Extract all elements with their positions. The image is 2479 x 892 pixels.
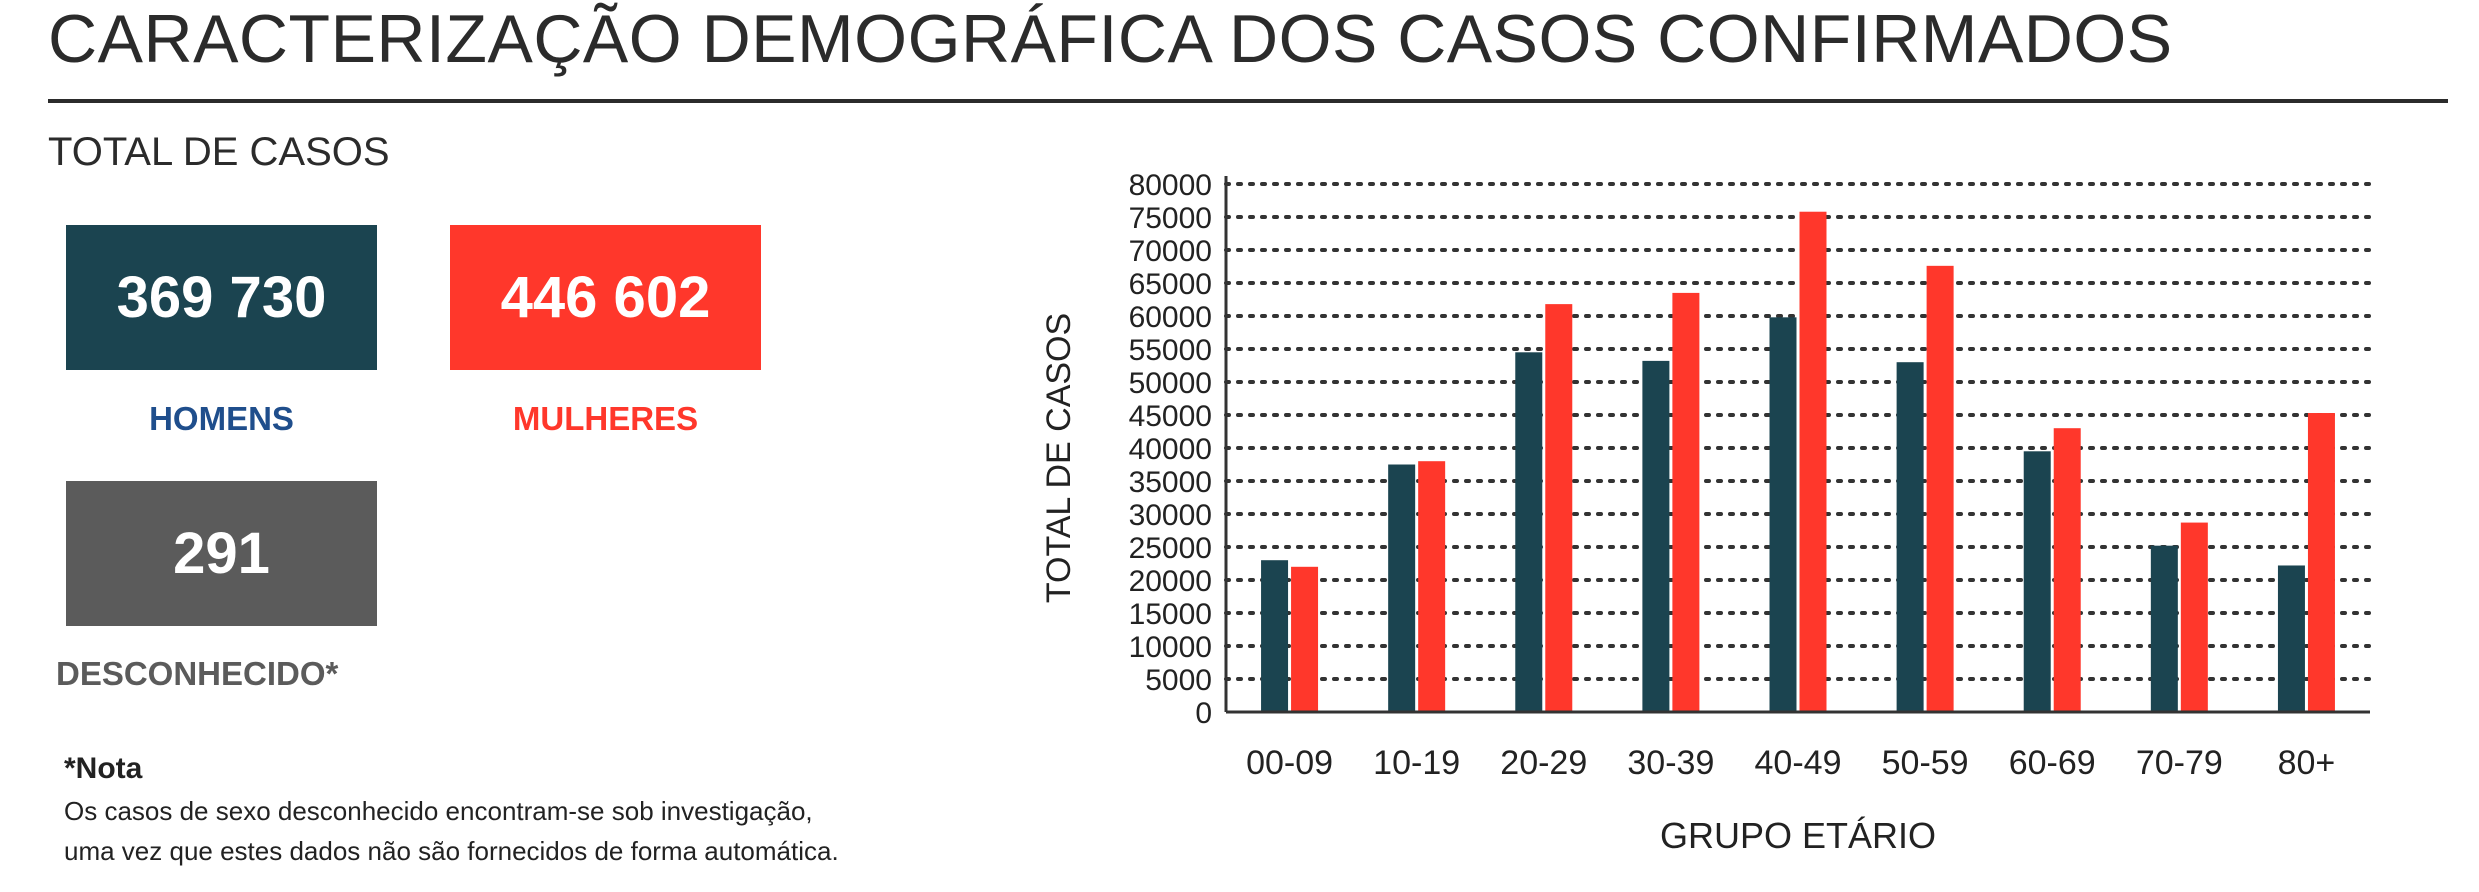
x-tick-label: 40-49 bbox=[1755, 744, 1842, 782]
x-tick-label: 80+ bbox=[2278, 744, 2336, 782]
totals-heading: TOTAL DE CASOS bbox=[48, 130, 390, 174]
bar-men bbox=[2023, 451, 2051, 712]
y-tick-label: 65000 bbox=[1129, 268, 1212, 301]
y-tick-label: 10000 bbox=[1129, 631, 1212, 664]
y-tick-label: 15000 bbox=[1129, 598, 1212, 631]
bar-men bbox=[1261, 560, 1289, 712]
y-tick-label: 0 bbox=[1195, 697, 1212, 730]
bar-men bbox=[1642, 360, 1670, 712]
y-tick-label: 5000 bbox=[1145, 664, 1212, 697]
y-tick-label: 50000 bbox=[1129, 367, 1212, 400]
bar-women bbox=[1291, 566, 1319, 712]
note-line-2: uma vez que estes dados não são fornecid… bbox=[64, 836, 839, 866]
men-total-value: 369 730 bbox=[116, 265, 327, 330]
y-axis-ticks: 0500010000150002000025000300003500040000… bbox=[1129, 169, 1212, 730]
y-tick-label: 25000 bbox=[1129, 532, 1212, 565]
men-total-card: 369 730 bbox=[66, 225, 377, 370]
bar-women bbox=[2180, 522, 2208, 712]
bar-men bbox=[1388, 464, 1416, 712]
bar-women bbox=[1672, 292, 1700, 712]
y-axis-title: TOTAL DE CASOS bbox=[1040, 313, 1078, 603]
note-line-1: Os casos de sexo desconhecido encontram-… bbox=[64, 796, 813, 826]
y-tick-label: 55000 bbox=[1129, 334, 1212, 367]
x-tick-label: 50-59 bbox=[1882, 744, 1969, 782]
y-tick-label: 30000 bbox=[1129, 499, 1212, 532]
bar-men bbox=[1769, 317, 1797, 712]
bar-men bbox=[1515, 352, 1543, 712]
note-title: *Nota bbox=[64, 752, 143, 785]
x-tick-label: 10-19 bbox=[1373, 744, 1460, 782]
bar-women bbox=[1418, 461, 1446, 712]
men-label: HOMENS bbox=[149, 400, 294, 437]
y-tick-label: 40000 bbox=[1129, 433, 1212, 466]
x-tick-label: 20-29 bbox=[1500, 744, 1587, 782]
x-axis-ticks: 00-09 10-19 20-29 30-39 40-49 50-59 60-69 70-79… bbox=[1246, 744, 2335, 782]
bar-women bbox=[2053, 428, 2081, 712]
unknown-total-card: 291 bbox=[66, 481, 377, 626]
women-label: MULHERES bbox=[512, 400, 699, 437]
bar-men bbox=[2277, 565, 2305, 712]
title-divider bbox=[48, 99, 2448, 103]
age-group-bar-chart: 0500010000150002000025000300003500040000… bbox=[1040, 169, 2372, 856]
women-total-card: 446 602 bbox=[450, 225, 761, 370]
bar-women bbox=[1545, 304, 1573, 712]
grid-lines bbox=[1224, 182, 2372, 681]
x-tick-label: 00-09 bbox=[1246, 744, 1333, 782]
y-tick-label: 20000 bbox=[1129, 565, 1212, 598]
y-tick-label: 60000 bbox=[1129, 301, 1212, 334]
y-tick-label: 45000 bbox=[1129, 400, 1212, 433]
x-axis-title: GRUPO ETÁRIO bbox=[1660, 815, 1936, 856]
bar-women bbox=[1799, 211, 1827, 712]
bar-men bbox=[1896, 362, 1924, 712]
women-total-value: 446 602 bbox=[500, 265, 711, 330]
page-title: CARACTERIZAÇÃO DEMOGRÁFICA DOS CASOS CON… bbox=[48, 1, 2173, 77]
y-tick-label: 35000 bbox=[1129, 466, 1212, 499]
bar-women bbox=[2307, 413, 2335, 712]
bar-women bbox=[1926, 265, 1954, 712]
unknown-label: DESCONHECIDO* bbox=[56, 655, 339, 692]
bar-men bbox=[2150, 545, 2178, 712]
unknown-total-value: 291 bbox=[173, 521, 270, 586]
bars bbox=[1261, 211, 2335, 712]
x-tick-label: 60-69 bbox=[2009, 744, 2096, 782]
y-tick-label: 75000 bbox=[1129, 202, 1212, 235]
y-tick-label: 80000 bbox=[1129, 169, 1212, 202]
x-tick-label: 70-79 bbox=[2136, 744, 2223, 782]
x-tick-label: 30-39 bbox=[1627, 744, 1714, 782]
y-tick-label: 70000 bbox=[1129, 235, 1212, 268]
